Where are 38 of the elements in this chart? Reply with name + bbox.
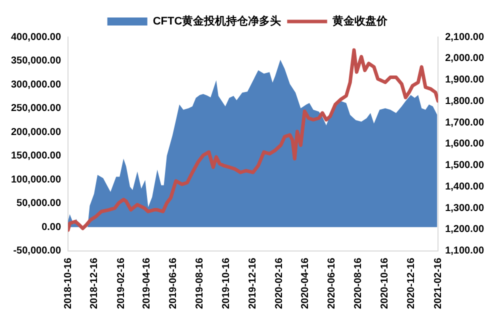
x-tick-label: 2019-02-16 <box>116 257 128 310</box>
x-tick-label: 2019-06-16 <box>168 257 180 310</box>
y-tick-label: 350,000.00 <box>10 56 62 67</box>
y-tick-label: 150,000.00 <box>10 150 62 162</box>
y-tick-label: 400,000.00 <box>10 32 62 43</box>
legend-label: 黄金收盘价 <box>332 14 389 28</box>
x-tick-label: 2018-12-16 <box>89 257 100 310</box>
y2-tick-label: 1,700.00 <box>445 117 484 128</box>
x-tick-label: 2020-06-16 <box>326 257 338 310</box>
y2-tick-label: 1,900.00 <box>445 74 484 86</box>
y2-tick-label: 1,300.00 <box>445 202 484 214</box>
y2-tick-label: 1,500.00 <box>445 160 484 172</box>
y-tick-label: 300,000.00 <box>10 79 62 90</box>
x-tick-label: 2020-04-16 <box>300 257 312 310</box>
legend-label: CFTC黄金投机持仓净多头 <box>152 14 282 28</box>
y2-tick-label: 1,200.00 <box>445 224 484 236</box>
x-tick-label: 2020-02-16 <box>274 257 286 310</box>
x-tick-label: 2019-04-16 <box>142 257 153 310</box>
y-tick-label: 250,000.00 <box>10 103 62 114</box>
x-tick-label: 2020-08-16 <box>353 257 364 310</box>
y2-tick-label: 1,800.00 <box>445 96 484 107</box>
y-tick-label: 0.00 <box>42 222 62 233</box>
x-tick-label: 2019-08-16 <box>194 257 206 310</box>
y-tick-label: -50,000.00 <box>13 246 62 257</box>
x-tick-label: 2019-10-16 <box>220 257 232 310</box>
x-tick-label: 2018-10-16 <box>62 257 74 310</box>
y-tick-label: 100,000.00 <box>10 174 62 186</box>
y-tick-label: 50,000.00 <box>16 198 62 210</box>
x-tick-label: 2021-02-16 <box>432 257 444 310</box>
x-tick-label: 2019-12-16 <box>247 257 258 310</box>
y2-tick-label: 2,100.00 <box>445 32 484 43</box>
y-tick-label: 200,000.00 <box>10 126 62 138</box>
x-tick-label: 2020-10-16 <box>380 257 391 310</box>
x-tick-label: 2020-12-16 <box>406 257 417 310</box>
y2-tick-label: 2,000.00 <box>445 53 484 64</box>
y2-tick-label: 1,600.00 <box>445 138 484 150</box>
y2-tick-label: 1,100.00 <box>445 246 484 257</box>
y2-tick-label: 1,400.00 <box>445 181 484 192</box>
